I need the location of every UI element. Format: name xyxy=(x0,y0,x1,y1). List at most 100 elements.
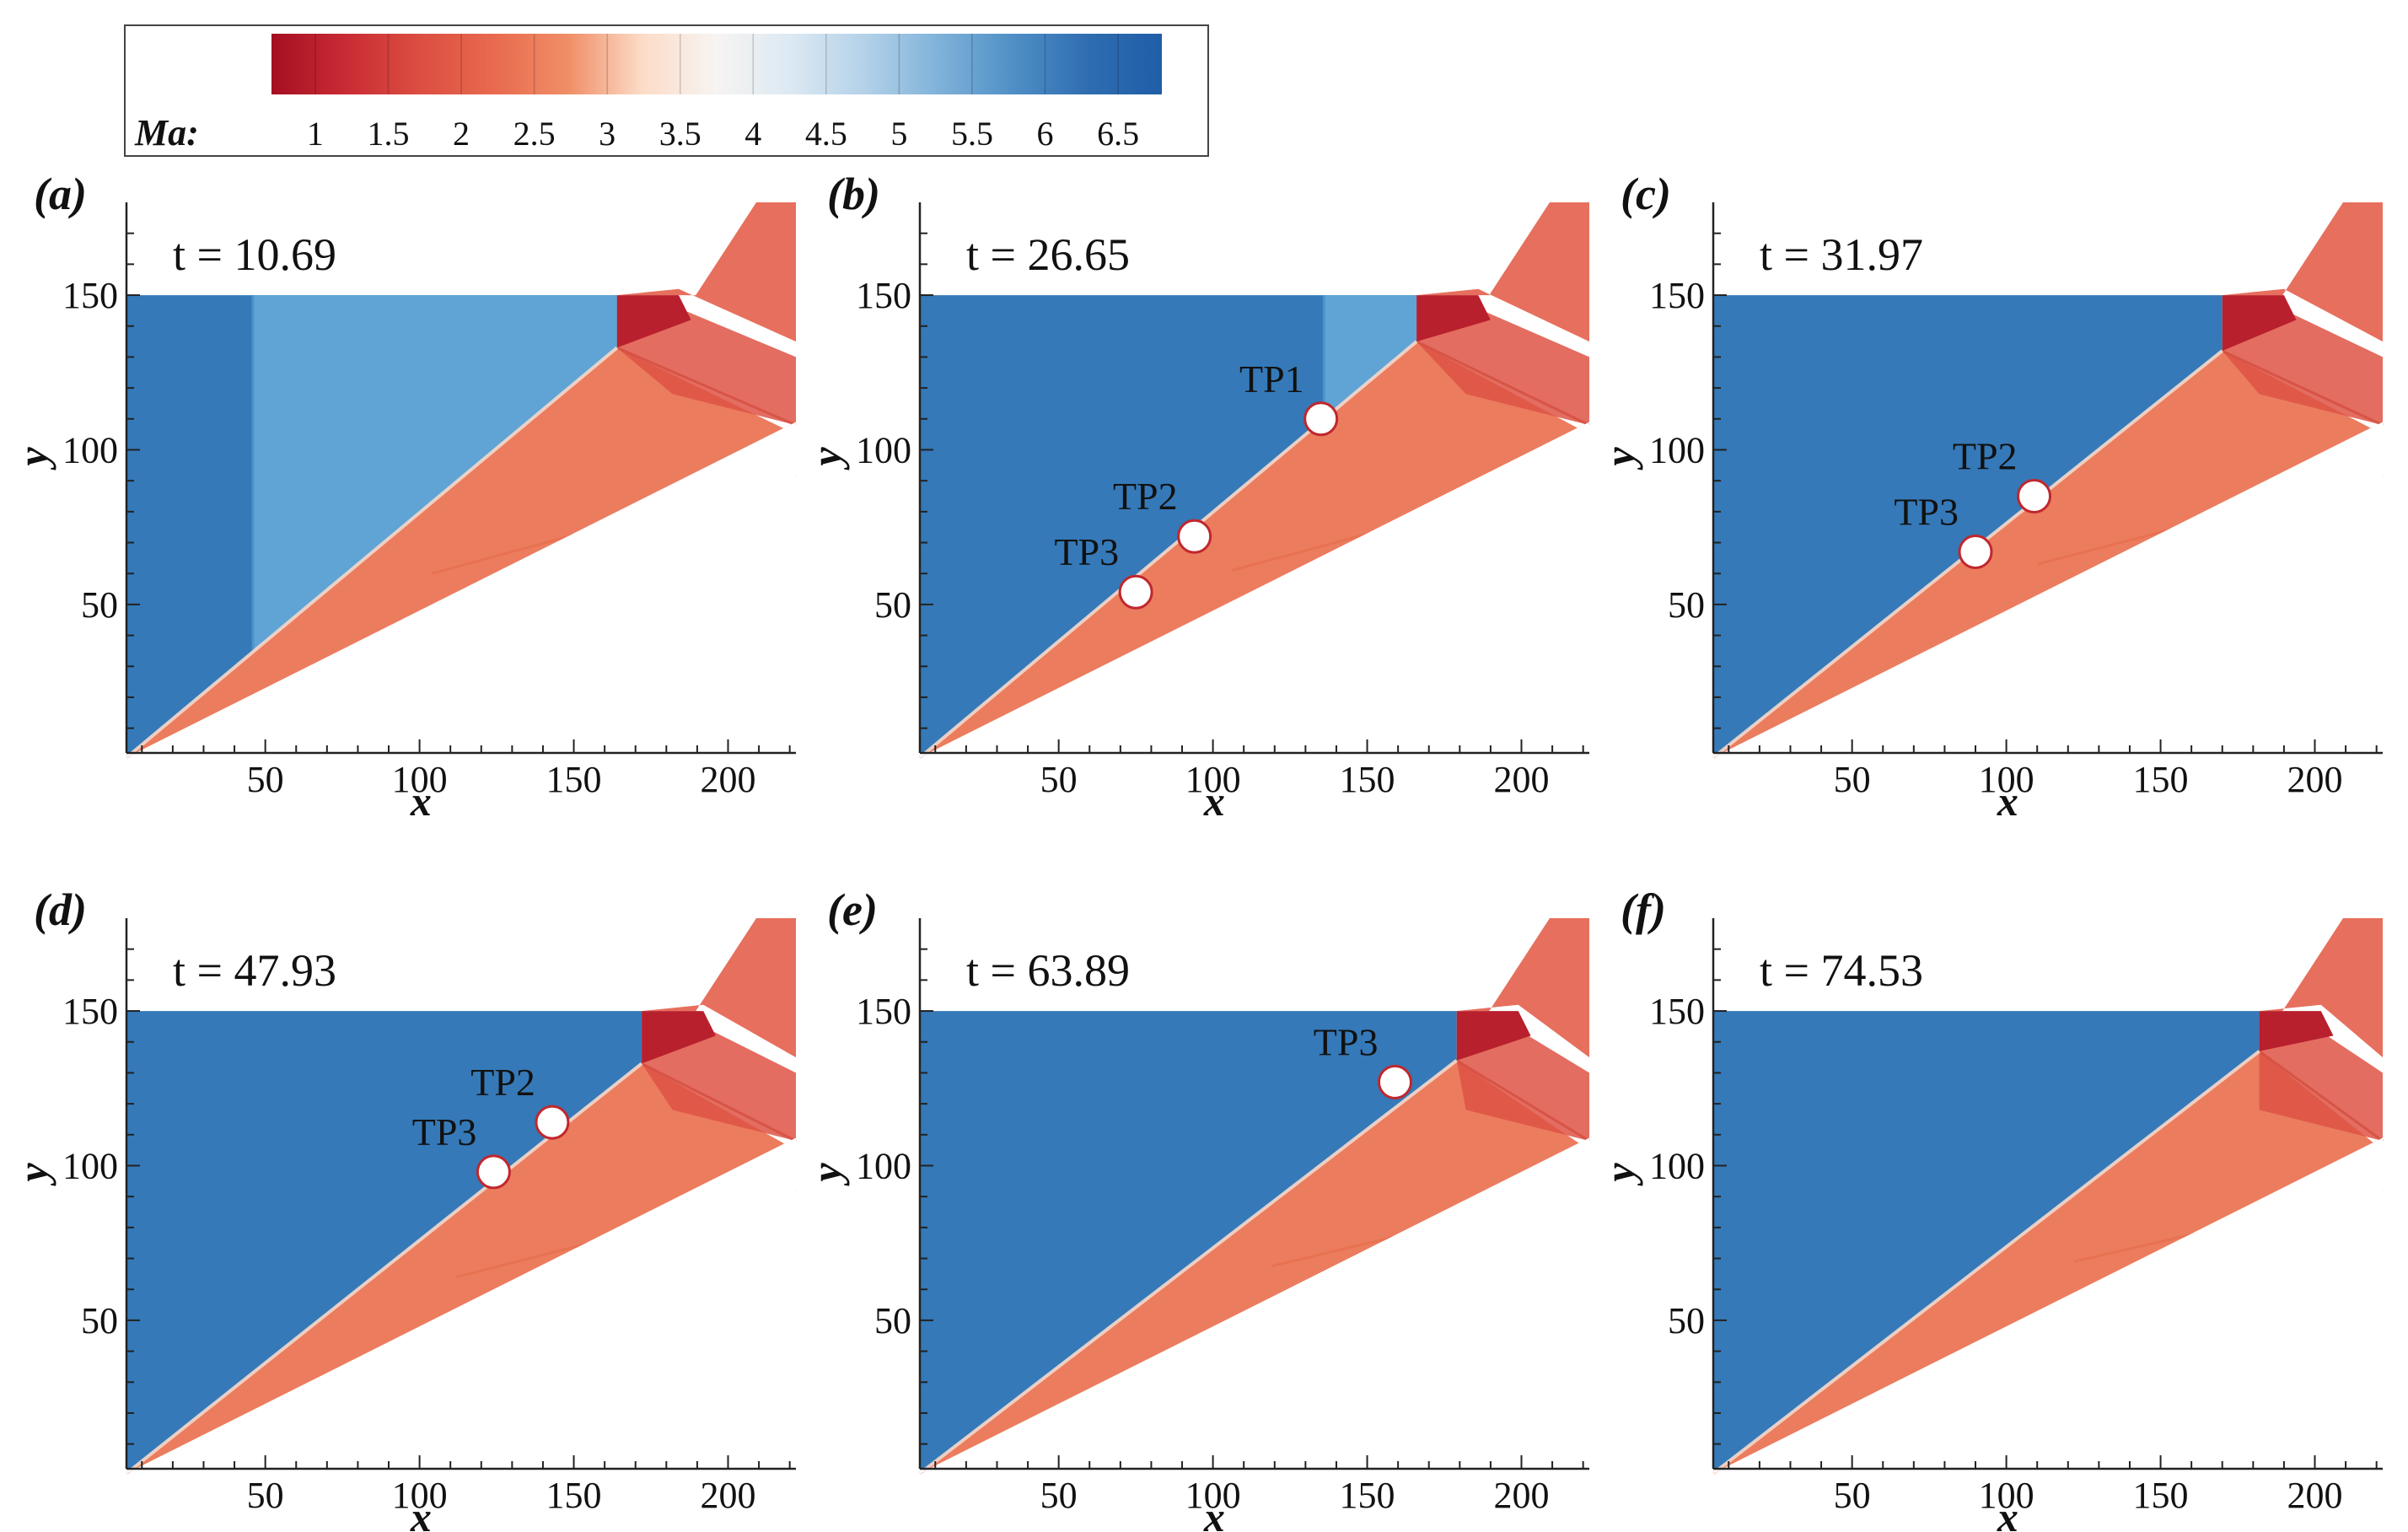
panel-letter: (e) xyxy=(827,884,878,935)
x-tick-label: 50 xyxy=(1834,759,1871,800)
y-tick-label: 50 xyxy=(1668,1300,1705,1341)
y-tick-label: 50 xyxy=(874,584,911,626)
y-axis-label: y xyxy=(1596,447,1643,470)
y-tick-label: 100 xyxy=(62,429,118,470)
wedge-body xyxy=(1713,422,2383,758)
triple-point-marker xyxy=(476,1154,511,1190)
colorbar-tick-label: 5 xyxy=(890,115,907,153)
freestream-region xyxy=(1713,295,2223,758)
wedge-body xyxy=(920,1137,1589,1474)
y-tick-label: 150 xyxy=(62,275,118,316)
y-tick-label: 50 xyxy=(81,1300,118,1341)
y-axis-label: y xyxy=(9,1163,56,1186)
x-tick-label: 150 xyxy=(546,1475,602,1516)
x-tick-label: 150 xyxy=(2133,759,2189,800)
colorbar-gradient xyxy=(271,34,1162,94)
time-label: t = 63.89 xyxy=(966,945,1130,996)
triple-point-label: TP2 xyxy=(470,1061,535,1104)
mach-stem-region xyxy=(2222,295,2297,352)
triple-point-label: TP2 xyxy=(1113,475,1178,518)
triple-point-marker xyxy=(535,1105,570,1140)
slip-line xyxy=(2258,1050,2384,1142)
freestream-region xyxy=(920,1011,1457,1474)
x-tick-label: 100 xyxy=(1185,1475,1241,1516)
wedge-flow-region xyxy=(126,347,796,758)
x-tick-label: 150 xyxy=(546,759,602,800)
x-tick-label: 150 xyxy=(1340,759,1395,800)
upper-flow-region xyxy=(2259,918,2383,1058)
x-tick-label: 100 xyxy=(1979,759,2034,800)
colorbar-tick-label: 1 xyxy=(307,115,324,153)
y-tick-label: 50 xyxy=(1668,584,1705,626)
triple-point-marker xyxy=(1118,574,1153,610)
panel-letter: (d) xyxy=(34,884,87,935)
colorbar-tick-label: 3 xyxy=(599,115,615,153)
upper-flow-region xyxy=(616,202,796,342)
colorbar-tick-label: 1.5 xyxy=(367,115,409,153)
colorbar-tick-label: 6.5 xyxy=(1097,115,1139,153)
x-tick-label: 200 xyxy=(701,1475,756,1516)
x-tick-label: 200 xyxy=(2287,759,2343,800)
x-tick-label: 50 xyxy=(1040,759,1078,800)
freestream-region xyxy=(920,295,1417,758)
wedge-body xyxy=(126,422,796,758)
wedge-flow-region xyxy=(920,1060,1589,1474)
x-tick-label: 50 xyxy=(247,1475,284,1516)
y-tick-label: 100 xyxy=(856,1145,911,1186)
boundary-layer xyxy=(918,1059,1458,1476)
panel-d: 50 100 150 200 50 100 150 x y (d) t = 47.93 TP2 TP3 xyxy=(9,884,797,1532)
panel-letter: (b) xyxy=(827,169,880,219)
x-tick-label: 100 xyxy=(392,1475,448,1516)
triple-point-marker xyxy=(1177,519,1212,554)
x-tick-label: 100 xyxy=(1185,759,1241,800)
upper-flow-region xyxy=(642,918,796,1058)
x-tick-label: 50 xyxy=(1040,1475,1078,1516)
wedge-flow-region xyxy=(1713,351,2383,758)
slip-line xyxy=(1416,340,1590,427)
y-axis-label: y xyxy=(1596,1163,1643,1186)
x-axis-label: x xyxy=(410,1493,432,1532)
colorbar-tick-label: 4.5 xyxy=(805,115,847,153)
y-tick-label: 150 xyxy=(62,991,118,1032)
slip-line xyxy=(641,1062,797,1142)
upper-flow-region xyxy=(1456,918,1589,1058)
time-label: t = 10.69 xyxy=(173,229,336,280)
wedge-flow-region xyxy=(126,1063,796,1474)
x-tick-label: 200 xyxy=(2287,1475,2343,1516)
y-axis-label: y xyxy=(803,447,850,470)
y-tick-label: 50 xyxy=(874,1300,911,1341)
mach-stem-region xyxy=(642,1011,716,1064)
triple-point-marker xyxy=(2017,479,2052,514)
x-tick-label: 100 xyxy=(1979,1475,2034,1516)
colorbar-tick-label: 4 xyxy=(744,115,761,153)
y-tick-label: 100 xyxy=(1649,1145,1705,1186)
triple-point-label: TP3 xyxy=(1054,530,1119,573)
panel-e: 50 100 150 200 50 100 150 x y (e) t = 63.89 TP3 xyxy=(803,884,1590,1532)
wedge-body xyxy=(1713,1137,2383,1474)
upper-flow-region xyxy=(2222,202,2383,342)
panel-f: 50 100 150 200 50 100 150 x y (f) t = 74.53 xyxy=(1596,884,2384,1532)
time-label: t = 74.53 xyxy=(1760,945,1923,996)
x-axis-label: x xyxy=(1203,1493,1225,1532)
slip-line xyxy=(2222,349,2384,427)
panel-c: 50 100 150 200 50 100 150 x y (c) t = 31.97 TP2 TP3 xyxy=(1596,169,2384,825)
upper-flow-region xyxy=(1416,202,1589,342)
freestream-region xyxy=(126,1011,642,1474)
x-axis-label: x xyxy=(410,777,432,825)
x-tick-label: 200 xyxy=(1494,759,1550,800)
y-tick-label: 150 xyxy=(1649,275,1705,316)
time-label: t = 47.93 xyxy=(173,945,336,996)
slip-line xyxy=(1455,1059,1590,1142)
triple-point-marker xyxy=(1958,535,1993,570)
colorbar-tick-label: 3.5 xyxy=(659,115,701,153)
x-axis-label: x xyxy=(1203,777,1225,825)
triple-point-label: TP2 xyxy=(1953,435,2018,478)
x-axis-label: x xyxy=(1997,1493,2018,1532)
wedge-body xyxy=(126,1137,796,1474)
x-tick-label: 150 xyxy=(2133,1475,2189,1516)
slip-line xyxy=(616,347,797,427)
triple-point-marker xyxy=(1303,401,1339,437)
y-axis-label: y xyxy=(9,447,56,470)
colorbar-tick-label: 2 xyxy=(453,115,470,153)
y-tick-label: 150 xyxy=(1649,991,1705,1032)
